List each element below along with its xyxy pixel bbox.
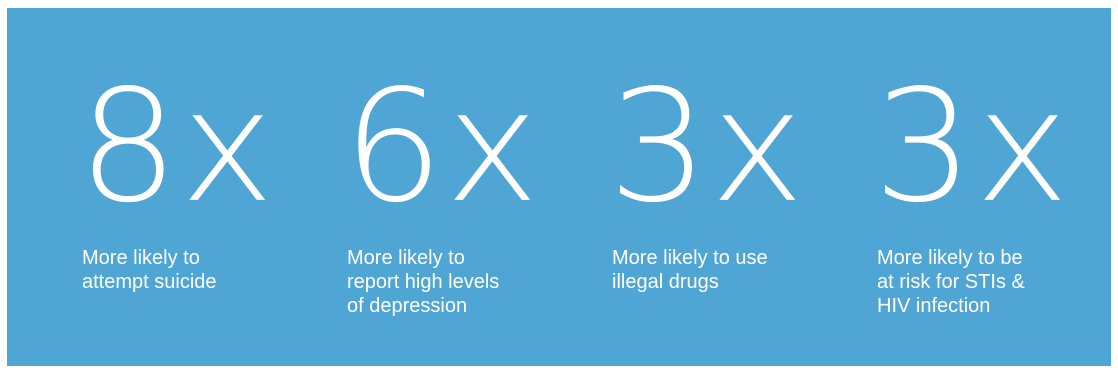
stat-value: 6x xyxy=(343,56,542,238)
stat-description: More likely to use illegal drugs xyxy=(612,247,768,293)
stat-description: More likely to attempt suicide xyxy=(82,247,217,293)
stat-description: More likely to be at risk for STIs & HIV… xyxy=(877,247,1025,317)
stat-value: 3x xyxy=(873,56,1072,238)
stat-description: More likely to report high levels of dep… xyxy=(347,247,500,317)
stat-sti-hiv-risk: 3x More likely to be at risk for STIs & … xyxy=(873,68,1107,318)
stat-depression: 6x More likely to report high levels of … xyxy=(343,68,577,318)
stat-suicide: 8x More likely to attempt suicide xyxy=(78,68,312,294)
stat-illegal-drugs: 3x More likely to use illegal drugs xyxy=(608,68,842,294)
stat-value: 8x xyxy=(78,56,277,238)
stat-value: 3x xyxy=(608,56,807,238)
stats-panel: 8x More likely to attempt suicide 6x Mor… xyxy=(7,8,1111,366)
